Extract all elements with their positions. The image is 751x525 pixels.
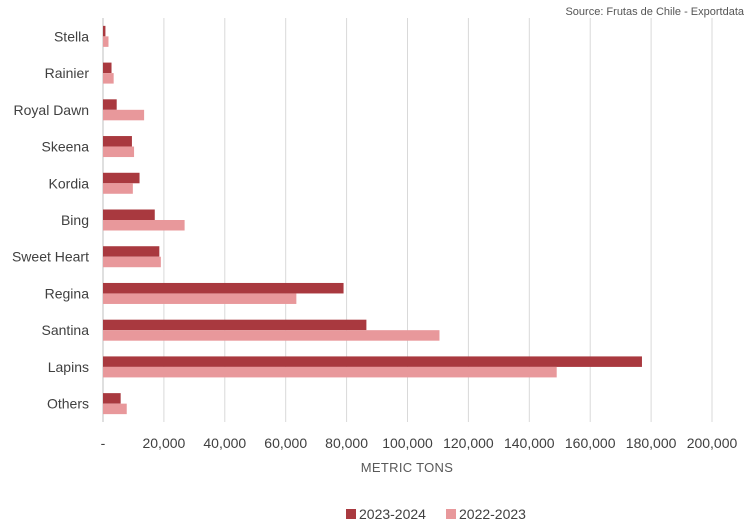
legend: 2023-2024 2022-2023 (346, 506, 526, 522)
bar (103, 246, 160, 257)
category-labels: Stella Rainier Royal Dawn Skeena Kordia Bing S… (12, 28, 89, 411)
x-tick-label: 60,000 (264, 435, 307, 451)
bar (103, 403, 127, 415)
x-tick-label: 20,000 (142, 435, 185, 451)
bar (103, 183, 133, 194)
category-label: Stella (54, 28, 89, 44)
bar (103, 282, 344, 294)
category-label: Rainier (45, 65, 90, 81)
bar (103, 172, 140, 184)
bar (103, 25, 106, 37)
x-tick-label: 140,000 (504, 435, 555, 451)
x-tick-label: 120,000 (443, 435, 494, 451)
category-label: Others (47, 396, 89, 412)
bars (103, 25, 642, 415)
bar (103, 319, 367, 331)
bar (103, 220, 185, 231)
bar (103, 330, 440, 341)
legend-label: 2022-2023 (459, 506, 526, 522)
bar (103, 73, 114, 84)
source-note: Source: Frutas de Chile - Exportdata (565, 6, 744, 18)
category-label: Skeena (42, 139, 90, 155)
x-tick-label: - (101, 435, 106, 451)
bar (103, 209, 155, 220)
bar (103, 99, 117, 110)
x-tick-labels: - 20,000 40,000 60,000 80,000 100,000 120,000 1… (101, 435, 738, 451)
bar (103, 146, 135, 158)
bar (103, 366, 557, 378)
bar (103, 62, 112, 74)
x-tick-label: 200,000 (687, 435, 738, 451)
x-tick-label: 160,000 (565, 435, 616, 451)
category-label: Regina (45, 285, 90, 301)
bar (103, 256, 161, 268)
category-label: Sweet Heart (12, 249, 89, 265)
bar (103, 36, 109, 47)
x-tick-label: 80,000 (325, 435, 368, 451)
x-tick-label: 40,000 (203, 435, 246, 451)
bar (103, 393, 121, 404)
legend-swatch (446, 509, 456, 519)
legend-label: 2023-2024 (359, 506, 426, 522)
category-label: Bing (61, 212, 89, 228)
category-label: Kordia (49, 175, 90, 191)
x-axis-title: METRIC TONS (361, 460, 453, 475)
category-label: Royal Dawn (14, 102, 89, 118)
legend-swatch (346, 509, 356, 519)
x-tick-label: 100,000 (382, 435, 433, 451)
category-label: Lapins (48, 359, 89, 375)
gridlines (102, 18, 713, 422)
bar (103, 136, 132, 147)
x-tick-label: 180,000 (626, 435, 677, 451)
bar (103, 293, 297, 304)
bar (103, 109, 145, 121)
bar (103, 356, 642, 367)
category-label: Santina (42, 322, 90, 338)
